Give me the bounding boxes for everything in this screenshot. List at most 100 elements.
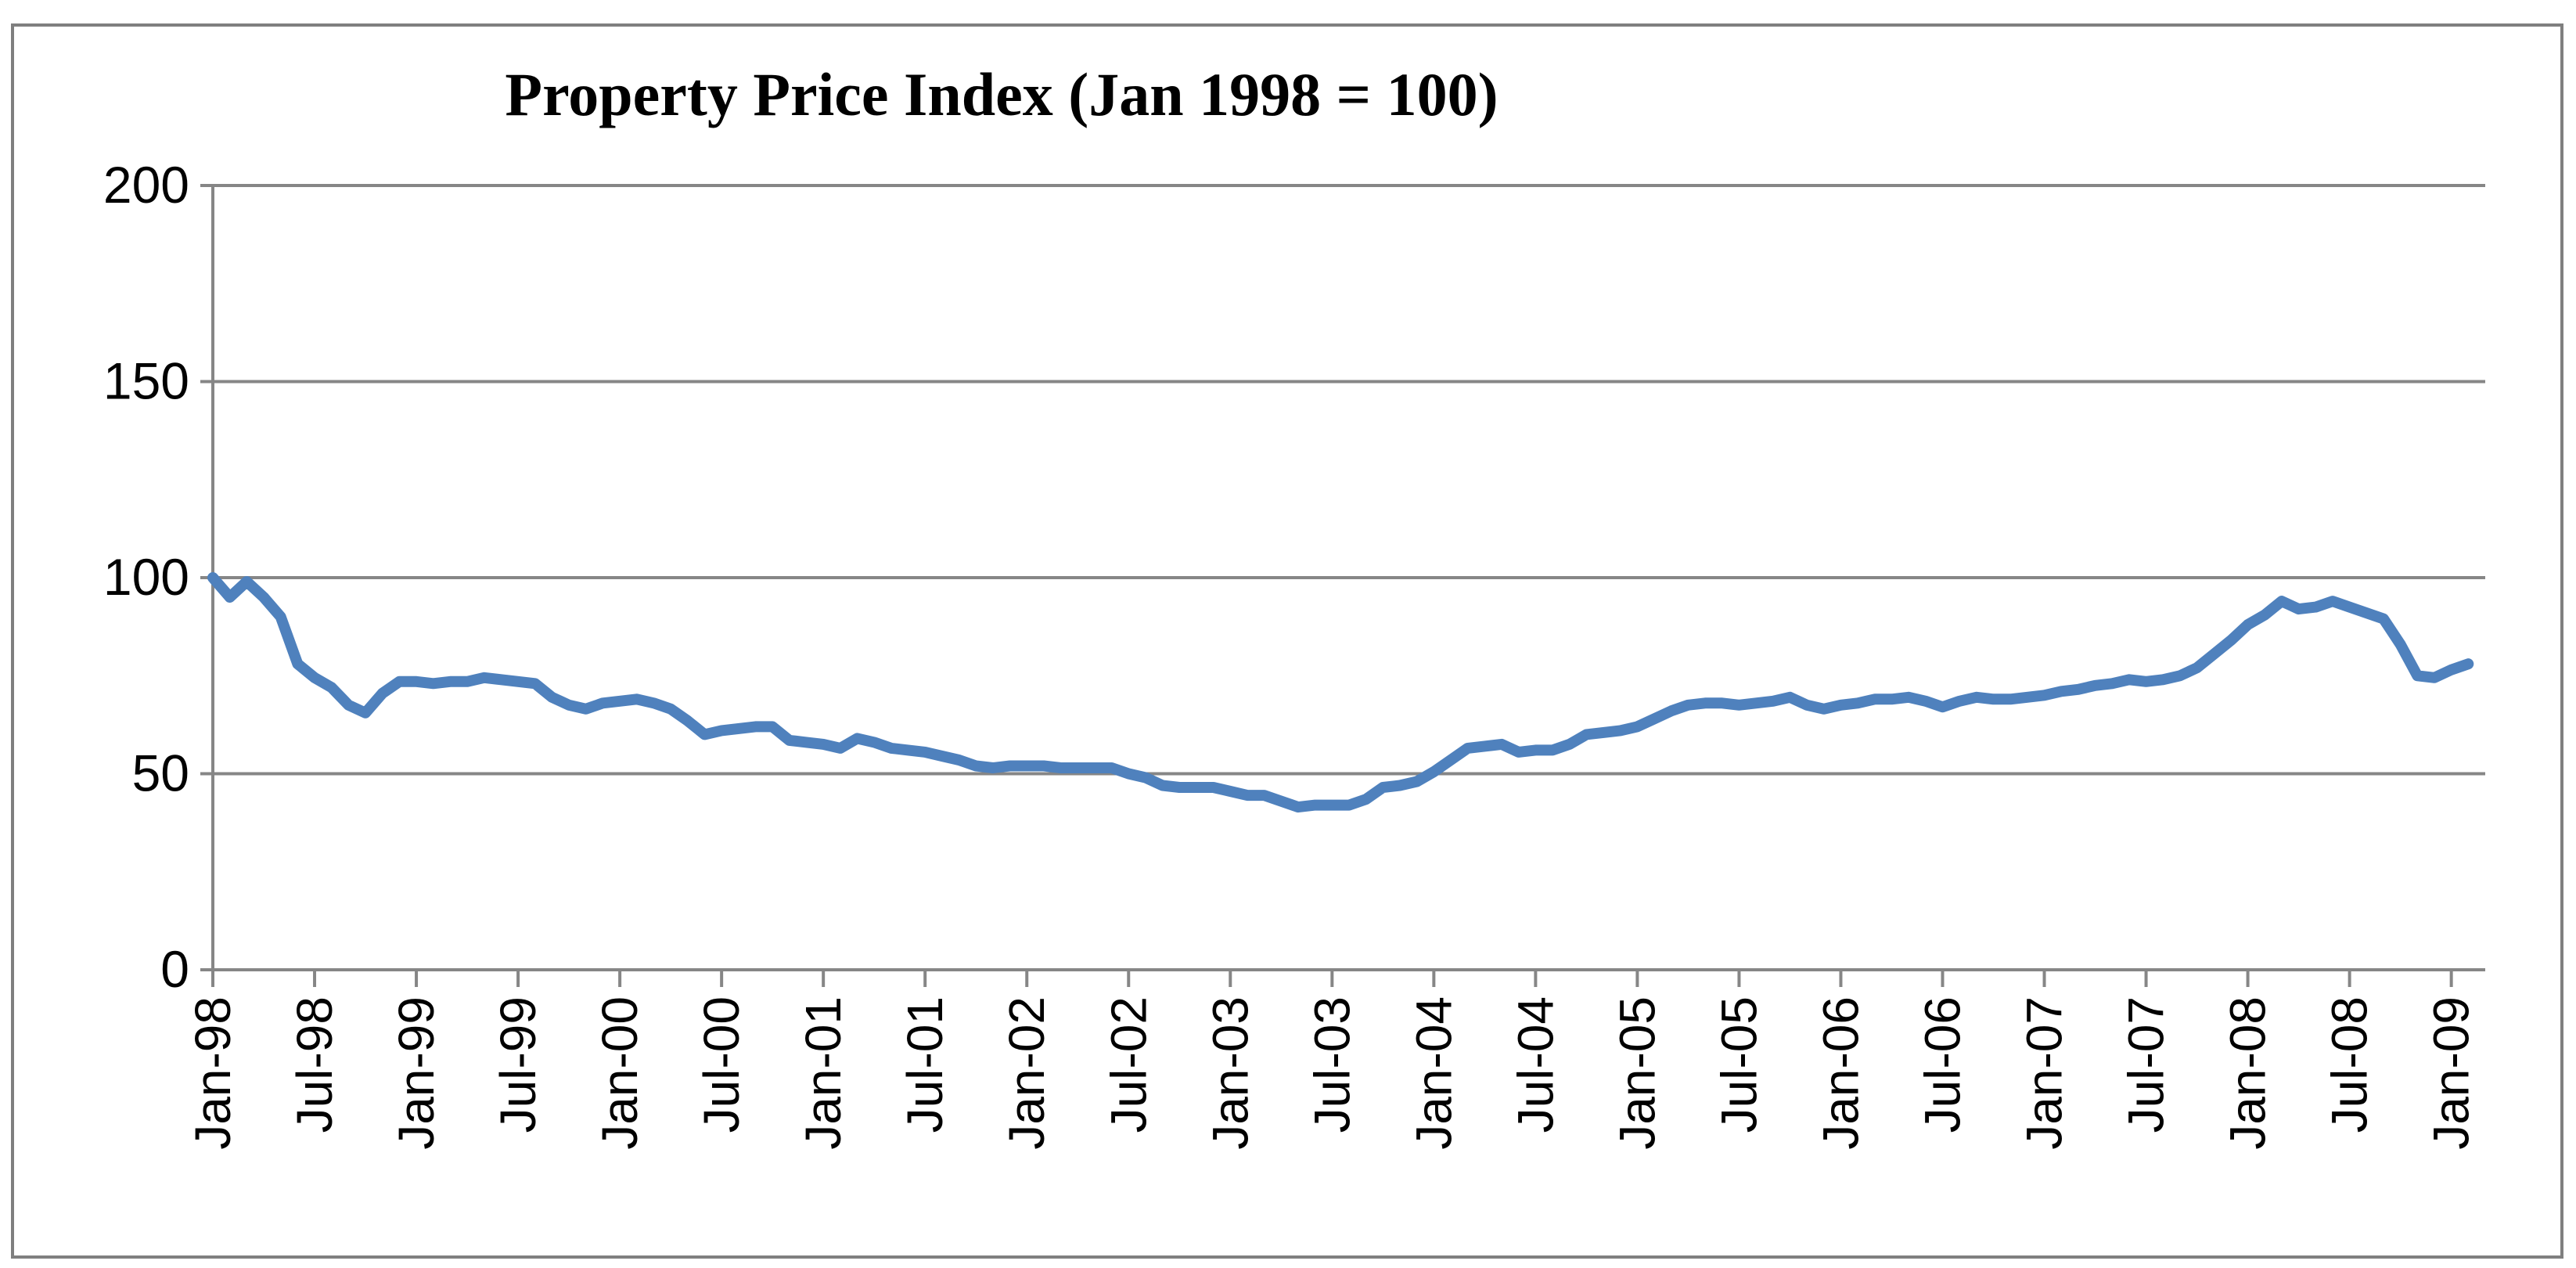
y-tick-label: 0 bbox=[160, 940, 189, 998]
data-point bbox=[326, 682, 337, 693]
data-point bbox=[716, 725, 727, 736]
data-point bbox=[2124, 674, 2135, 685]
chart-frame: Property Price Index (Jan 1998 = 100) 0 5… bbox=[11, 23, 2563, 1259]
data-point bbox=[801, 737, 812, 747]
data-point bbox=[631, 693, 642, 704]
data-point bbox=[207, 572, 218, 583]
data-point bbox=[1293, 802, 1304, 812]
y-tick-label: 200 bbox=[103, 156, 189, 214]
data-point bbox=[462, 676, 473, 687]
data-point bbox=[292, 658, 303, 669]
data-point bbox=[1140, 773, 1151, 783]
data-point bbox=[1259, 790, 1270, 801]
data-point bbox=[1123, 769, 1134, 780]
data-point bbox=[2429, 672, 2440, 683]
data-point bbox=[241, 576, 252, 587]
data-point bbox=[581, 704, 592, 715]
data-point bbox=[750, 721, 761, 732]
data-point bbox=[1191, 782, 1202, 793]
data-point bbox=[2344, 602, 2355, 613]
data-point bbox=[1242, 790, 1253, 801]
data-point bbox=[1377, 782, 1388, 793]
chart-title: Property Price Index (Jan 1998 = 100) bbox=[505, 60, 1498, 128]
data-point bbox=[1785, 692, 1796, 703]
data-point bbox=[919, 747, 930, 758]
data-point bbox=[343, 700, 354, 711]
x-tick-label: Jul-02 bbox=[1100, 996, 1157, 1133]
data-point bbox=[1988, 693, 1999, 704]
data-point bbox=[1750, 697, 1761, 708]
data-point bbox=[1530, 744, 1541, 755]
data-point bbox=[1768, 696, 1779, 707]
x-tick-label: Jul-00 bbox=[693, 996, 750, 1133]
data-point bbox=[309, 672, 320, 683]
data-point bbox=[1275, 796, 1286, 807]
x-tick-label: Jul-03 bbox=[1304, 996, 1360, 1133]
series-line-property-price-index bbox=[207, 572, 2474, 813]
data-point bbox=[2175, 670, 2186, 681]
y-axis-tick-labels: 0 50 100 150 200 bbox=[103, 156, 189, 998]
data-point bbox=[1208, 782, 1219, 793]
data-point bbox=[1005, 761, 1016, 772]
data-point bbox=[1801, 700, 1812, 711]
chart: Property Price Index (Jan 1998 = 100) 0 5… bbox=[103, 60, 2485, 1150]
x-tick-label: Jan-09 bbox=[2423, 996, 2480, 1150]
data-point bbox=[614, 696, 625, 707]
x-tick-label: Jan-99 bbox=[388, 996, 444, 1150]
x-tick-label: Jan-02 bbox=[998, 996, 1055, 1150]
data-point bbox=[1106, 762, 1117, 773]
data-point bbox=[1937, 701, 1948, 712]
data-point bbox=[2327, 596, 2338, 607]
data-point bbox=[2073, 684, 2084, 695]
x-tick-label: Jul-07 bbox=[2118, 996, 2175, 1133]
data-point bbox=[1157, 780, 1168, 791]
data-point bbox=[2463, 658, 2473, 669]
gridlines bbox=[213, 184, 2485, 776]
data-point bbox=[275, 611, 286, 622]
x-tick-label: Jan-05 bbox=[1609, 996, 1665, 1150]
data-point bbox=[2039, 690, 2050, 701]
data-point bbox=[225, 592, 236, 603]
data-point bbox=[2157, 674, 2168, 685]
data-point bbox=[1089, 762, 1100, 773]
data-point bbox=[1836, 700, 1847, 711]
data-point bbox=[2141, 676, 2152, 687]
data-point bbox=[258, 592, 269, 603]
x-tick-label: Jan-00 bbox=[592, 996, 648, 1150]
x-tick-label: Jul-99 bbox=[490, 996, 546, 1133]
data-point bbox=[1072, 762, 1083, 773]
data-point bbox=[495, 674, 506, 685]
x-tick-label: Jul-01 bbox=[897, 996, 953, 1133]
data-point bbox=[2225, 635, 2236, 646]
data-point bbox=[1479, 740, 1490, 751]
data-point bbox=[2395, 639, 2406, 650]
data-point bbox=[1326, 800, 1337, 811]
data-point bbox=[1887, 693, 1898, 704]
data-point bbox=[1581, 729, 1592, 740]
data-point bbox=[835, 743, 846, 754]
data-point bbox=[1462, 743, 1473, 754]
data-point bbox=[2192, 662, 2203, 673]
data-point bbox=[903, 744, 914, 755]
data-point bbox=[597, 697, 608, 708]
data-point bbox=[513, 676, 523, 687]
x-tick-label: Jan-07 bbox=[2017, 996, 2073, 1150]
data-point bbox=[1056, 762, 1067, 773]
data-point bbox=[1649, 713, 1660, 724]
data-point bbox=[954, 755, 965, 765]
data-point bbox=[784, 735, 795, 746]
data-point bbox=[1344, 800, 1355, 811]
data-point bbox=[1733, 700, 1744, 711]
data-point bbox=[1564, 739, 1575, 750]
data-point bbox=[1717, 697, 1728, 708]
data-point bbox=[869, 737, 880, 747]
data-point bbox=[1971, 692, 1982, 703]
y-tick-label: 50 bbox=[132, 744, 189, 802]
data-point bbox=[970, 761, 981, 772]
data-point bbox=[2446, 665, 2457, 675]
data-point bbox=[767, 721, 778, 732]
x-tick-label: Jul-04 bbox=[1507, 996, 1563, 1133]
data-point bbox=[2056, 686, 2067, 697]
data-point bbox=[479, 672, 490, 683]
x-tick-label: Jan-04 bbox=[1405, 996, 1462, 1150]
